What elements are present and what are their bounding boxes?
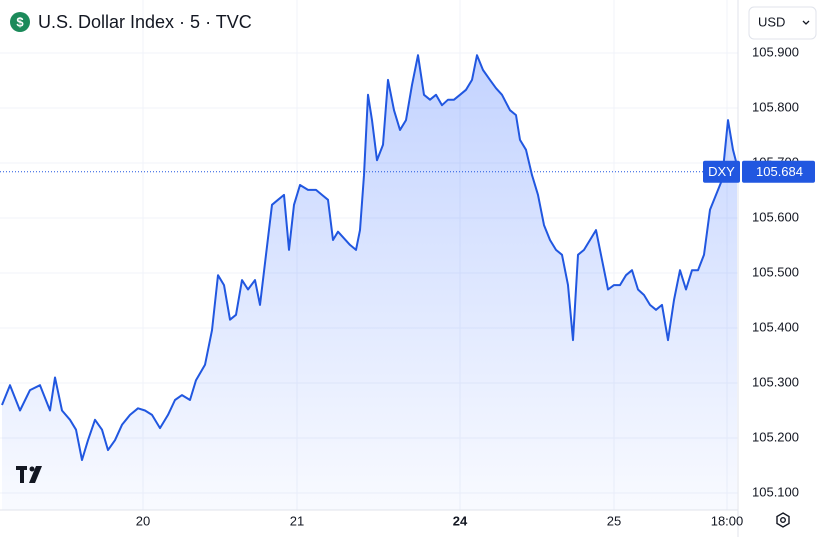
currency-dropdown[interactable] <box>748 6 817 40</box>
y-tick-label: 105.300 <box>752 374 799 389</box>
settings-icon[interactable] <box>776 512 790 528</box>
currency-label: USD <box>758 14 785 29</box>
x-tick-label: 24 <box>453 513 468 528</box>
symbol-icon <box>10 12 30 32</box>
x-tick-label: 21 <box>290 513 304 528</box>
dropdown-caret <box>802 20 810 25</box>
plot <box>0 54 738 510</box>
labels: 105.100 105.200 105.300 105.400 105.500 105.6… <box>136 44 815 528</box>
x-tick-label: 20 <box>136 513 150 528</box>
price-tag <box>742 160 815 183</box>
price-tag-label: 105.684 <box>756 164 803 179</box>
chart-title: U.S. Dollar Index · 5 · TVC <box>38 12 252 32</box>
y-tick-label: 105.100 <box>752 484 799 499</box>
area-fill <box>2 55 737 510</box>
symbol-tag <box>703 160 740 183</box>
x-tick-label: 25 <box>607 513 621 528</box>
y-tick-label: 105.600 <box>752 209 799 224</box>
y-tick-label: 105.400 <box>752 319 799 334</box>
price-line <box>1 54 738 461</box>
x-tick-label: 18:00 <box>711 513 744 528</box>
y-tick-label: 105.500 <box>752 264 799 279</box>
symbol-tag-label: DXY <box>708 164 735 179</box>
tv-logo <box>16 466 42 483</box>
y-tick-label: 105.200 <box>752 429 799 444</box>
y-tick-label: 105.900 <box>752 44 799 59</box>
y-tick-label: 105.800 <box>752 99 799 114</box>
symbol-icon-glyph: $ <box>16 14 24 29</box>
